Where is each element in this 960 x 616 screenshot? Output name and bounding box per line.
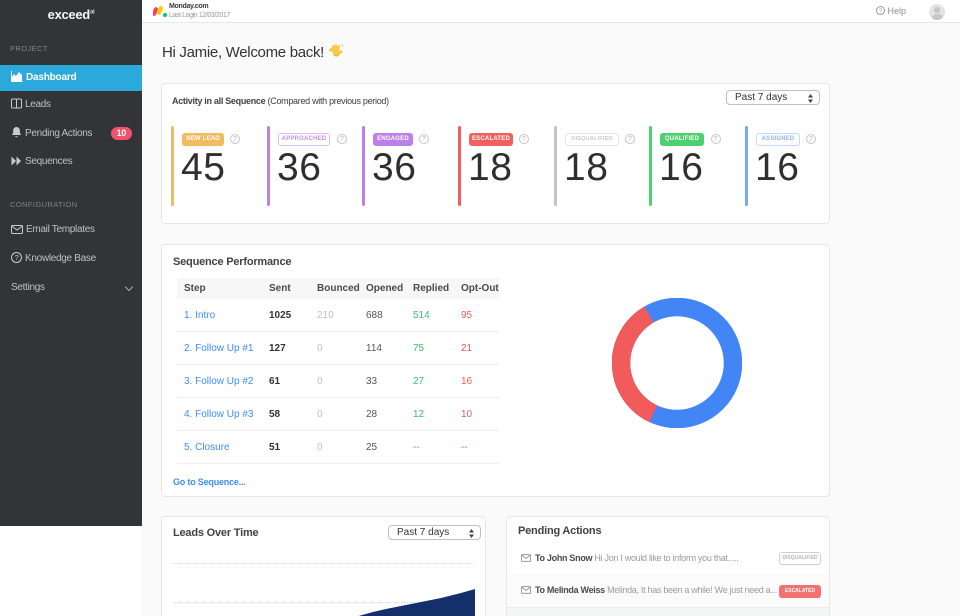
svg-text:?: ? bbox=[15, 253, 19, 262]
svg-text:?: ? bbox=[879, 8, 883, 14]
